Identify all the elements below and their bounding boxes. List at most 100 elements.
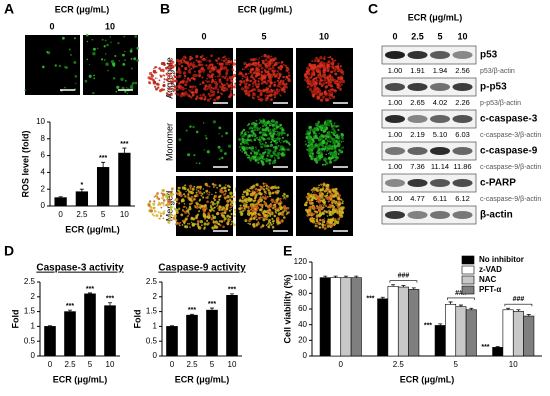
- cell-signal: [104, 59, 105, 60]
- cell-signal: [257, 96, 258, 97]
- cell-signal: [204, 222, 207, 225]
- significance: ***: [86, 286, 94, 293]
- cell-signal: [205, 135, 207, 137]
- cell-signal: [185, 83, 188, 86]
- cell-signal: [217, 96, 220, 99]
- cell-signal: [324, 195, 326, 197]
- cell-signal: [161, 197, 164, 200]
- cell-signal: [343, 141, 344, 142]
- cell-signal: [327, 120, 330, 123]
- cell-signal: [89, 64, 90, 65]
- cell-signal: [242, 134, 245, 137]
- ratio-label: c-caspase-9/β-actin: [480, 196, 541, 203]
- cell-signal: [337, 71, 339, 73]
- cell-signal: [181, 201, 182, 202]
- quantification: 1.00: [388, 66, 403, 75]
- cell-signal: [225, 87, 226, 88]
- cell-signal: [217, 63, 218, 64]
- cell-signal: [245, 147, 248, 150]
- cell-signal: [258, 221, 260, 223]
- cell-signal: [269, 162, 271, 164]
- cell-signal: [214, 86, 217, 89]
- cell-signal: [206, 78, 208, 80]
- cell-signal: [244, 68, 246, 70]
- cell-signal: [320, 184, 322, 186]
- cell-signal: [222, 206, 225, 209]
- cell-signal: [117, 42, 119, 44]
- cell-signal: [159, 75, 160, 76]
- cell-signal: [305, 133, 308, 136]
- cell-signal: [315, 223, 317, 225]
- significance: ***: [120, 141, 128, 148]
- cell-signal: [163, 71, 164, 72]
- cell-signal: [211, 87, 212, 88]
- cell-signal: [221, 65, 222, 66]
- cell-signal: [269, 195, 271, 197]
- cell-signal: [175, 76, 177, 78]
- cell-signal: [321, 196, 323, 198]
- cell-signal: [192, 225, 193, 226]
- cell-signal: [229, 210, 231, 212]
- cell-signal: [233, 62, 236, 65]
- cell-signal: [267, 155, 269, 157]
- cell-signal: [215, 226, 218, 229]
- cell-signal: [191, 203, 192, 204]
- cell-signal: [218, 58, 219, 59]
- cell-signal: [177, 222, 180, 225]
- cell-signal: [320, 135, 321, 136]
- cell-signal: [314, 210, 316, 212]
- cell-signal: [181, 65, 183, 67]
- cell-signal: [184, 206, 186, 208]
- cell-signal: [271, 218, 273, 220]
- cell-signal: [269, 213, 271, 215]
- cell-signal: [336, 195, 338, 197]
- cell-signal: [258, 59, 260, 61]
- significance: *: [81, 182, 84, 189]
- cell-signal: [130, 85, 133, 88]
- cell-signal: [62, 37, 65, 40]
- cell-signal: [324, 164, 325, 165]
- cell-signal: [192, 126, 194, 128]
- cell-signal: [260, 208, 263, 211]
- cell-signal: [339, 88, 341, 90]
- cell-signal: [187, 193, 189, 195]
- cell-signal: [184, 203, 186, 205]
- cell-signal: [189, 125, 191, 127]
- y-tick-label: 2.5: [24, 277, 36, 286]
- cell-signal: [85, 80, 88, 83]
- bar: [435, 325, 445, 356]
- cell-signal: [229, 76, 231, 78]
- x-axis-label: ECR (μg/mL): [400, 374, 455, 384]
- cell-signal: [242, 151, 243, 152]
- cell-signal: [187, 223, 189, 225]
- cell-signal: [221, 157, 223, 159]
- cell-signal: [271, 198, 273, 200]
- cell-signal: [286, 69, 289, 72]
- cell-signal: [208, 215, 210, 217]
- cell-signal: [201, 224, 203, 226]
- cell-signal: [201, 71, 203, 73]
- cell-signal: [265, 193, 266, 194]
- cell-signal: [163, 81, 165, 83]
- cell-signal: [259, 122, 261, 124]
- cell-signal: [181, 62, 183, 64]
- cell-signal: [322, 223, 323, 224]
- error-bar: [80, 189, 84, 192]
- cell-signal: [199, 200, 201, 202]
- cell-signal: [24, 89, 26, 91]
- cell-signal: [213, 186, 215, 188]
- header: ECR (μg/mL): [238, 4, 293, 14]
- cell-signal: [134, 35, 137, 38]
- cell-signal: [334, 203, 336, 205]
- cell-signal: [119, 60, 120, 61]
- cell-signal: [221, 135, 223, 137]
- cell-signal: [281, 127, 283, 129]
- cell-signal: [157, 204, 159, 206]
- cell-signal: [169, 73, 172, 76]
- cell-signal: [323, 205, 325, 207]
- cell-signal: [325, 161, 327, 163]
- cell-signal: [329, 158, 330, 159]
- cell-signal: [216, 201, 219, 204]
- cell-signal: [178, 68, 181, 71]
- cell-signal: [203, 72, 204, 73]
